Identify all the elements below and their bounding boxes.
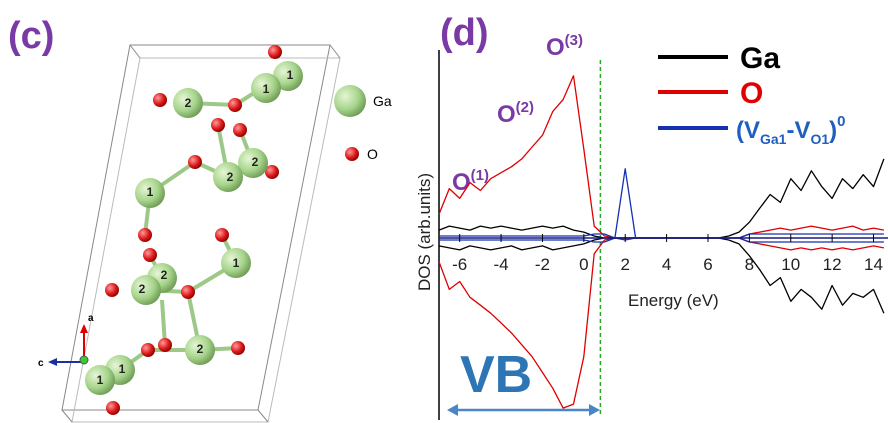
legend-sub: Ga1 [760, 131, 787, 147]
atom-label: 2 [252, 155, 259, 169]
panel-label: (d) [440, 12, 489, 54]
x-tick-label: -4 [494, 255, 509, 274]
ga-atom [251, 73, 281, 103]
legend-label: O [740, 77, 763, 110]
legend-part: -V [786, 117, 810, 144]
x-tick-label: 12 [823, 255, 842, 274]
gallium-atoms: 1 1 2 2 2 1 2 2 1 2 1 1 [85, 61, 303, 395]
legend-o [345, 147, 359, 161]
o-atom [153, 93, 167, 107]
legend-label: O [367, 146, 378, 162]
axis-triad: a c [38, 313, 94, 369]
legend-part: (V [736, 117, 760, 144]
x-tick-label: 0 [579, 255, 588, 274]
atom-label: 1 [147, 185, 154, 199]
o-atom [188, 155, 202, 169]
x-tick-label: 10 [781, 255, 800, 274]
x-tick-label: -6 [452, 255, 467, 274]
atom-label: 1 [287, 68, 294, 82]
peak-base: O [497, 101, 516, 128]
y-axis-label: DOS (arb.units) [415, 173, 434, 291]
legend-part: ) [829, 117, 837, 144]
x-tick-label: 14 [864, 255, 883, 274]
ga-atom [131, 275, 161, 305]
oxygen-atoms [105, 45, 282, 415]
o-atom [228, 98, 242, 112]
structure-panel: (c) [8, 15, 392, 423]
legend-label: Ga [740, 42, 780, 75]
o-atom [158, 338, 172, 352]
peak-sup: (3) [565, 32, 583, 49]
atom-legend: Ga O [334, 85, 392, 162]
legend-label: Ga [373, 93, 392, 109]
peak-sup: (2) [516, 99, 534, 116]
o-atom [268, 45, 282, 59]
o-atom [231, 341, 245, 355]
o-atom [211, 118, 225, 132]
o-atom [106, 401, 120, 415]
atom-label: 2 [185, 96, 192, 110]
o-atom [141, 343, 155, 357]
x-axis-label: Energy (eV) [628, 291, 719, 310]
x-tick-label: 6 [703, 255, 712, 274]
vb-arrow [447, 404, 600, 416]
o-atom [181, 285, 195, 299]
peak-label: O(1) [452, 167, 489, 196]
ga-atom [213, 162, 243, 192]
x-tick-label: 4 [662, 255, 671, 274]
x-tick-label: 8 [745, 255, 754, 274]
legend: Ga O (VGa1-VO1)0 [658, 42, 846, 147]
ga-atom [238, 148, 268, 178]
ga-atom [273, 61, 303, 91]
legend-sup: 0 [837, 113, 845, 130]
atom-label: 1 [233, 256, 240, 270]
legend-ga [334, 85, 366, 117]
x-tick-label: -2 [535, 255, 550, 274]
ga-atom [173, 88, 203, 118]
peak-base: O [452, 169, 471, 196]
dos-panel: (d) DOS (arb.units) Energy (eV) O(1) O(2… [415, 12, 888, 420]
atom-label: 1 [263, 82, 270, 96]
x-tick-label: 2 [620, 255, 629, 274]
atom-label: 2 [139, 282, 146, 296]
o-atom [143, 248, 157, 262]
axis-label: c [38, 358, 44, 369]
o-atom [138, 228, 152, 242]
ga-atom [135, 178, 165, 208]
peak-label: O(3) [546, 32, 583, 61]
ga-atom [185, 335, 215, 365]
o-atom [265, 165, 279, 179]
peak-base: O [546, 34, 565, 61]
atom-label: 2 [161, 268, 168, 282]
peak-label: O(2) [497, 99, 534, 128]
peak-sup: (1) [471, 167, 489, 184]
atom-label: 1 [97, 373, 104, 387]
ga-atom [221, 248, 251, 278]
o-atom [233, 123, 247, 137]
o-atom [105, 283, 119, 297]
plot-area: -6 -4 -2 0 2 4 6 8 10 12 14 [438, 60, 888, 416]
axis-label: a [88, 313, 94, 324]
atom-label: 2 [227, 170, 234, 184]
atom-label: 2 [197, 342, 204, 356]
o-atom [215, 228, 229, 242]
legend-sub: O1 [810, 131, 829, 147]
panel-label: (c) [8, 15, 54, 57]
legend-label: (VGa1-VO1)0 [736, 113, 846, 147]
atom-label: 1 [119, 362, 126, 376]
vb-label: VB [460, 346, 532, 404]
ga-atom [85, 365, 115, 395]
